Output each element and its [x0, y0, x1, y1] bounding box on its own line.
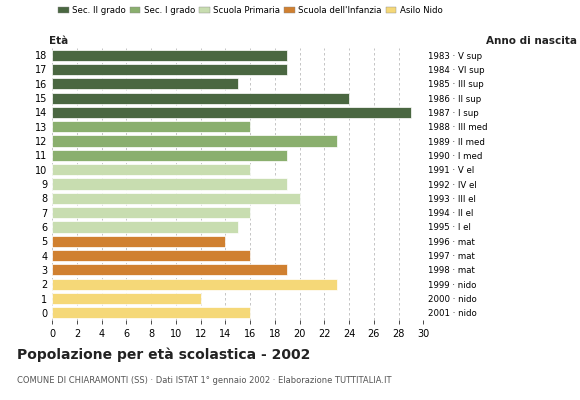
Bar [52, 250, 250, 261]
Bar [52, 150, 287, 161]
Bar [52, 92, 349, 104]
Bar [52, 193, 300, 204]
Bar [52, 264, 287, 276]
Bar [52, 236, 226, 247]
Bar [52, 279, 337, 290]
Bar [52, 178, 287, 190]
Bar [52, 78, 238, 89]
Bar [52, 136, 337, 147]
Bar [52, 293, 201, 304]
Bar [52, 121, 250, 132]
Text: Anno di nascita: Anno di nascita [486, 36, 577, 46]
Bar [52, 50, 287, 61]
Bar [52, 164, 250, 175]
Text: Età: Età [49, 36, 68, 46]
Bar [52, 64, 287, 75]
Legend: Sec. II grado, Sec. I grado, Scuola Primaria, Scuola dell'Infanzia, Asilo Nido: Sec. II grado, Sec. I grado, Scuola Prim… [56, 4, 444, 17]
Text: COMUNE DI CHIARAMONTI (SS) · Dati ISTAT 1° gennaio 2002 · Elaborazione TUTTITALI: COMUNE DI CHIARAMONTI (SS) · Dati ISTAT … [17, 376, 392, 385]
Bar [52, 221, 238, 232]
Bar [52, 207, 250, 218]
Text: Popolazione per età scolastica - 2002: Popolazione per età scolastica - 2002 [17, 348, 311, 362]
Bar [52, 107, 411, 118]
Bar [52, 307, 250, 318]
